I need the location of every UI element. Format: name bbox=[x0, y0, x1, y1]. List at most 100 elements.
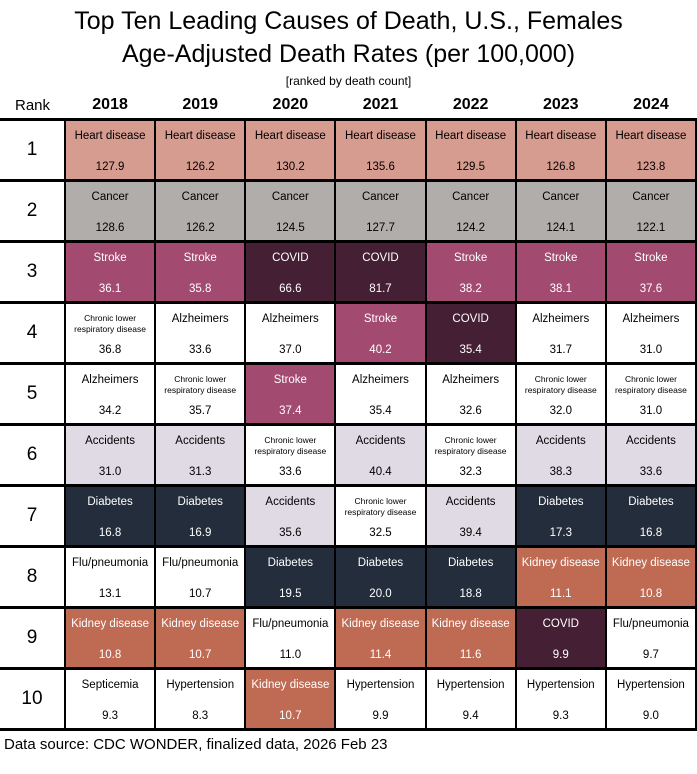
table-row: 1 Heart disease 127.9 Heart disease 126.2 Hea… bbox=[0, 118, 697, 182]
cause-cell: Chronic lower respiratory disease 33.6 bbox=[244, 423, 337, 487]
cause-value: 32.5 bbox=[369, 527, 392, 539]
cause-value: 20.0 bbox=[369, 588, 392, 600]
cause-cell: Stroke 38.2 bbox=[424, 240, 517, 304]
cause-cell: Cancer 124.2 bbox=[424, 179, 517, 243]
cause-value: 9.9 bbox=[552, 649, 569, 661]
rank-cell: 2 bbox=[0, 179, 66, 243]
table-row: 6 Accidents 31.0 Accidents 31.3 Chronic lower… bbox=[0, 423, 697, 487]
cause-value: 35.4 bbox=[459, 344, 482, 356]
cause-value: 33.6 bbox=[189, 344, 212, 356]
cause-name: Heart disease bbox=[164, 130, 236, 142]
cause-name: Accidents bbox=[625, 435, 676, 447]
rank-cell: 3 bbox=[0, 240, 66, 304]
cause-name: Alzheimers bbox=[81, 374, 139, 386]
cause-name: Diabetes bbox=[357, 557, 404, 569]
cause-cell: Accidents 35.6 bbox=[244, 484, 337, 548]
cause-value: 40.2 bbox=[369, 344, 392, 356]
page-title-line2: Age-Adjusted Death Rates (per 100,000) bbox=[121, 40, 576, 68]
cause-cell: Heart disease 135.6 bbox=[334, 118, 427, 182]
cause-cell: Stroke 36.1 bbox=[63, 240, 157, 304]
cause-name: Heart disease bbox=[74, 130, 146, 142]
rank-cell: 8 bbox=[0, 545, 66, 609]
cause-value: 13.1 bbox=[98, 588, 122, 600]
table-row: 3 Stroke 36.1 Stroke 35.8 COVID 66.6 COVID 81.7 S… bbox=[0, 240, 697, 304]
cause-value: 35.6 bbox=[279, 527, 302, 539]
cause-value: 11.6 bbox=[459, 649, 482, 661]
cause-cell: Alzheimers 33.6 bbox=[154, 301, 247, 365]
cause-cell: Heart disease 126.8 bbox=[514, 118, 607, 182]
cause-name: Diabetes bbox=[177, 496, 223, 508]
cause-name: Accidents bbox=[265, 496, 316, 508]
cause-value: 16.8 bbox=[98, 527, 122, 539]
table-row: 4 Chronic lower respiratory disease 36.8 Al… bbox=[0, 301, 697, 365]
cause-name: Kidney disease bbox=[71, 618, 150, 630]
cause-value: 10.7 bbox=[189, 588, 212, 600]
table-row: 8 Flu/pneumonia 13.1 Flu/pneumonia 10.7 Diabe… bbox=[0, 545, 697, 609]
cause-value: 11.0 bbox=[279, 649, 302, 661]
cause-cell: Diabetes 20.0 bbox=[334, 545, 427, 609]
cause-cell: Hypertension 9.9 bbox=[334, 667, 427, 731]
cause-cell: Stroke 40.2 bbox=[334, 301, 427, 365]
cause-cell: Heart disease 130.2 bbox=[244, 118, 337, 182]
cause-name: Kidney disease bbox=[251, 679, 330, 691]
year-header: 2024 bbox=[605, 95, 696, 121]
cause-cell: Cancer 124.5 bbox=[244, 179, 337, 243]
cause-value: 36.1 bbox=[98, 283, 122, 295]
cause-name: Alzheimers bbox=[442, 374, 500, 386]
cause-cell: COVID 81.7 bbox=[334, 240, 427, 304]
cause-value: 18.8 bbox=[459, 588, 482, 600]
cause-name: Kidney disease bbox=[341, 618, 420, 630]
year-header: 2020 bbox=[245, 95, 336, 121]
year-header: 2022 bbox=[425, 95, 516, 121]
cause-name: Cancer bbox=[361, 191, 400, 203]
cause-value: 123.8 bbox=[636, 161, 666, 173]
cause-name: Hypertension bbox=[617, 679, 685, 691]
cause-value: 38.3 bbox=[549, 466, 572, 478]
cause-name: Cancer bbox=[632, 191, 670, 203]
cause-value: 16.8 bbox=[639, 527, 663, 539]
cause-name: Chronic lower respiratory disease bbox=[344, 496, 417, 518]
cause-name: Cancer bbox=[181, 191, 219, 203]
cause-cell: Cancer 128.6 bbox=[63, 179, 157, 243]
cause-name: Chronic lower respiratory disease bbox=[254, 435, 327, 457]
cause-cell: Cancer 126.2 bbox=[154, 179, 247, 243]
death-rates-infographic: Top Ten Leading Causes of Death, U.S., F… bbox=[0, 7, 697, 753]
cause-name: Stroke bbox=[454, 252, 488, 264]
table-row: 10 Septicemia 9.3 Hypertension 8.3 Kidney dis… bbox=[0, 667, 697, 731]
cause-value: 9.4 bbox=[462, 710, 479, 722]
cause-cell: Hypertension 9.0 bbox=[604, 667, 697, 731]
year-header: 2023 bbox=[515, 95, 606, 121]
rank-cell: 1 bbox=[0, 118, 66, 182]
cause-name: Alzheimers bbox=[171, 313, 229, 325]
rank-cell: 5 bbox=[0, 362, 66, 426]
year-header: 2018 bbox=[65, 95, 156, 121]
cause-value: 16.9 bbox=[189, 527, 212, 539]
cause-name: Hypertension bbox=[346, 679, 415, 691]
cause-value: 9.9 bbox=[372, 710, 389, 722]
cause-name: Alzheimers bbox=[532, 313, 590, 325]
cause-name: Kidney disease bbox=[521, 557, 600, 569]
cause-name: Cancer bbox=[452, 191, 490, 203]
cause-cell: Chronic lower respiratory disease 32.0 bbox=[514, 362, 607, 426]
cause-name: Hypertension bbox=[436, 679, 505, 691]
cause-name: Accidents bbox=[535, 435, 586, 447]
cause-cell: Chronic lower respiratory disease 31.0 bbox=[604, 362, 697, 426]
cause-value: 9.0 bbox=[642, 710, 659, 722]
cause-name: Diabetes bbox=[267, 557, 314, 569]
cause-name: Heart disease bbox=[435, 130, 507, 142]
rank-cell: 7 bbox=[0, 484, 66, 548]
cause-cell: COVID 66.6 bbox=[244, 240, 337, 304]
cause-name: Flu/pneumonia bbox=[612, 618, 689, 630]
cause-cell: Kidney disease 11.6 bbox=[424, 606, 517, 670]
cause-value: 31.0 bbox=[98, 466, 122, 478]
cause-cell: Stroke 35.8 bbox=[154, 240, 247, 304]
table-row: 9 Kidney disease 10.8 Kidney disease 10.7 Flu… bbox=[0, 606, 697, 670]
cause-value: 37.0 bbox=[279, 344, 302, 356]
cause-name: COVID bbox=[362, 252, 399, 264]
cause-cell: Heart disease 126.2 bbox=[154, 118, 247, 182]
cause-value: 10.8 bbox=[639, 588, 663, 600]
cause-name: Diabetes bbox=[628, 496, 674, 508]
cause-value: 126.2 bbox=[185, 222, 215, 234]
cause-cell: Flu/pneumonia 13.1 bbox=[63, 545, 157, 609]
cause-name: Cancer bbox=[91, 191, 129, 203]
